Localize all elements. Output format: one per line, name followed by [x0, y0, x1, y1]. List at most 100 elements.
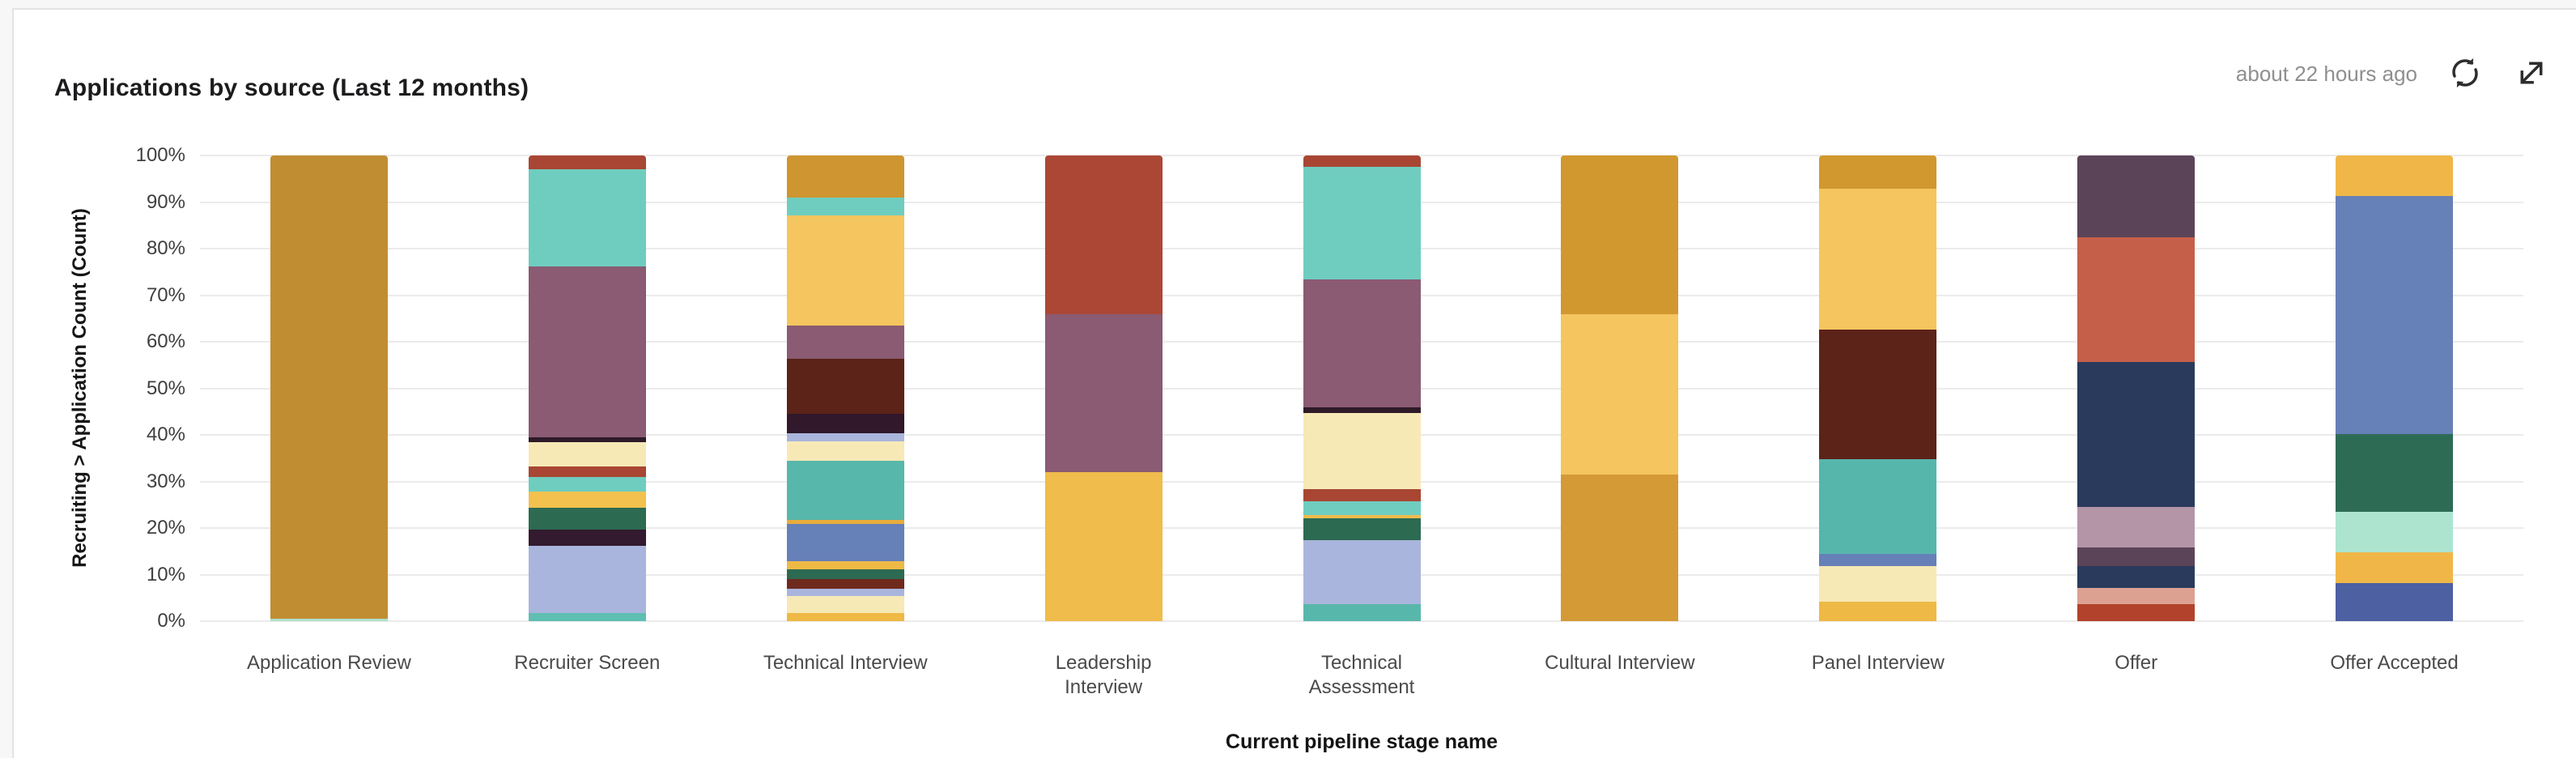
bar-segment[interactable] — [786, 579, 904, 590]
bar-segment[interactable] — [2077, 236, 2196, 363]
last-updated-text: about 22 hours ago — [2235, 61, 2417, 86]
bar-segment[interactable] — [1819, 601, 1937, 621]
x-tick-label: Technical Interview — [716, 651, 975, 675]
bar-segment[interactable] — [528, 507, 646, 530]
bar-segment[interactable] — [528, 545, 646, 613]
y-tick-label: 70% — [146, 283, 185, 306]
x-tick-label: Offer Accepted — [2265, 651, 2523, 675]
bar-segment[interactable] — [270, 155, 388, 619]
x-tick-label: Offer — [2007, 651, 2265, 675]
x-tick-label-line: Offer Accepted — [2330, 652, 2459, 674]
bar-segment[interactable] — [2077, 547, 2196, 567]
bar-segment[interactable] — [786, 326, 904, 359]
bar-segment[interactable] — [1561, 313, 1679, 475]
bar-segment[interactable] — [2077, 566, 2196, 589]
bar-offer-accepted — [2336, 155, 2454, 621]
bar-segment[interactable] — [2077, 507, 2196, 548]
refresh-icon — [2447, 55, 2483, 93]
y-axis-ticks: 100% 90% 80% 70% 60% 50% 40% 30% 20% 10% 0% — [14, 144, 185, 632]
bar-segment[interactable] — [2336, 196, 2454, 434]
refresh-button[interactable] — [2446, 55, 2484, 92]
bar-cultural-interview — [1561, 155, 1679, 621]
bar-segment[interactable] — [1044, 472, 1163, 621]
bar-segment[interactable] — [528, 530, 646, 546]
bar-segment[interactable] — [1819, 155, 1937, 190]
bar-segment[interactable] — [2336, 583, 2454, 621]
bar-segment[interactable] — [2077, 603, 2196, 621]
bar-segment[interactable] — [2336, 551, 2454, 584]
bar-segment[interactable] — [786, 596, 904, 614]
bar-segment[interactable] — [528, 155, 646, 170]
bar-segment[interactable] — [528, 169, 646, 266]
bar-segment[interactable] — [528, 466, 646, 478]
bar-segment[interactable] — [786, 155, 904, 198]
bar-segment[interactable] — [2077, 362, 2196, 508]
gridline — [200, 620, 2523, 622]
bar-segment[interactable] — [1561, 474, 1679, 621]
y-tick-label: 50% — [146, 377, 185, 399]
bar-segment[interactable] — [1303, 279, 1421, 408]
x-tick-label: Application Review — [200, 651, 458, 675]
bar-segment[interactable] — [1303, 518, 1421, 541]
bar-segment[interactable] — [786, 433, 904, 441]
bar-segment[interactable] — [1819, 189, 1937, 330]
x-tick-label-line: Interview — [1065, 676, 1143, 698]
bar-segment[interactable] — [786, 460, 904, 520]
x-axis-title: Current pipeline stage name — [1225, 730, 1498, 753]
bar-segment[interactable] — [786, 358, 904, 414]
bar-segment[interactable] — [1819, 566, 1937, 602]
y-tick-label: 100% — [135, 144, 185, 166]
y-tick-label: 0% — [157, 610, 185, 632]
bar-segment[interactable] — [786, 524, 904, 561]
bar-segment[interactable] — [528, 477, 646, 492]
x-tick-label: Panel Interview — [1749, 651, 2007, 675]
bar-segment[interactable] — [1561, 155, 1679, 314]
bar-segment[interactable] — [1303, 166, 1421, 279]
bar-segment[interactable] — [786, 519, 904, 525]
x-axis-labels: Application Review Recruiter Screen Techni… — [200, 651, 2523, 724]
bar-segment[interactable] — [1303, 407, 1421, 413]
bar-segment[interactable] — [528, 436, 646, 442]
bar-segment[interactable] — [786, 568, 904, 580]
bar-segment[interactable] — [528, 441, 646, 466]
bar-segment[interactable] — [1044, 313, 1163, 472]
bar-segment[interactable] — [1303, 540, 1421, 605]
x-tick-label: Cultural Interview — [1490, 651, 1749, 675]
bar-segment[interactable] — [786, 215, 904, 326]
bar-segment[interactable] — [1819, 553, 1937, 567]
bar-segment[interactable] — [1819, 330, 1937, 459]
x-tick-label-line: Recruiter Screen — [514, 652, 661, 674]
bar-segment[interactable] — [2077, 588, 2196, 604]
bar-segment[interactable] — [1303, 155, 1421, 167]
x-tick-label-line: Leadership — [1055, 652, 1152, 674]
bar-segment[interactable] — [786, 413, 904, 434]
bar-segment[interactable] — [1303, 489, 1421, 501]
bar-segment[interactable] — [2077, 155, 2196, 237]
bar-segment[interactable] — [2336, 512, 2454, 552]
bar-segment[interactable] — [1303, 412, 1421, 490]
bar-segment[interactable] — [786, 198, 904, 215]
card-header-meta: about 22 hours ago — [2236, 54, 2550, 93]
bar-segment[interactable] — [786, 613, 904, 621]
bar-segment[interactable] — [1303, 500, 1421, 515]
bar-segment[interactable] — [528, 612, 646, 621]
bar-segment[interactable] — [528, 266, 646, 437]
y-tick-label: 90% — [146, 190, 185, 213]
bar-segment[interactable] — [2336, 433, 2454, 513]
bar-leadership-interview — [1044, 155, 1163, 621]
bar-segment[interactable] — [2336, 155, 2454, 197]
y-tick-label: 40% — [146, 424, 185, 445]
bar-segment[interactable] — [786, 560, 904, 569]
card-title: Applications by source (Last 12 months) — [54, 75, 529, 102]
bar-segment[interactable] — [1303, 514, 1421, 519]
bar-segment[interactable] — [270, 618, 388, 621]
y-tick-label: 80% — [146, 237, 185, 259]
bar-segment[interactable] — [528, 492, 646, 508]
bar-segment[interactable] — [786, 441, 904, 461]
expand-button[interactable] — [2513, 55, 2550, 92]
bar-segment[interactable] — [786, 589, 904, 597]
bar-segment[interactable] — [1044, 155, 1163, 314]
bar-segment[interactable] — [1819, 458, 1937, 554]
bar-segment[interactable] — [1303, 604, 1421, 621]
